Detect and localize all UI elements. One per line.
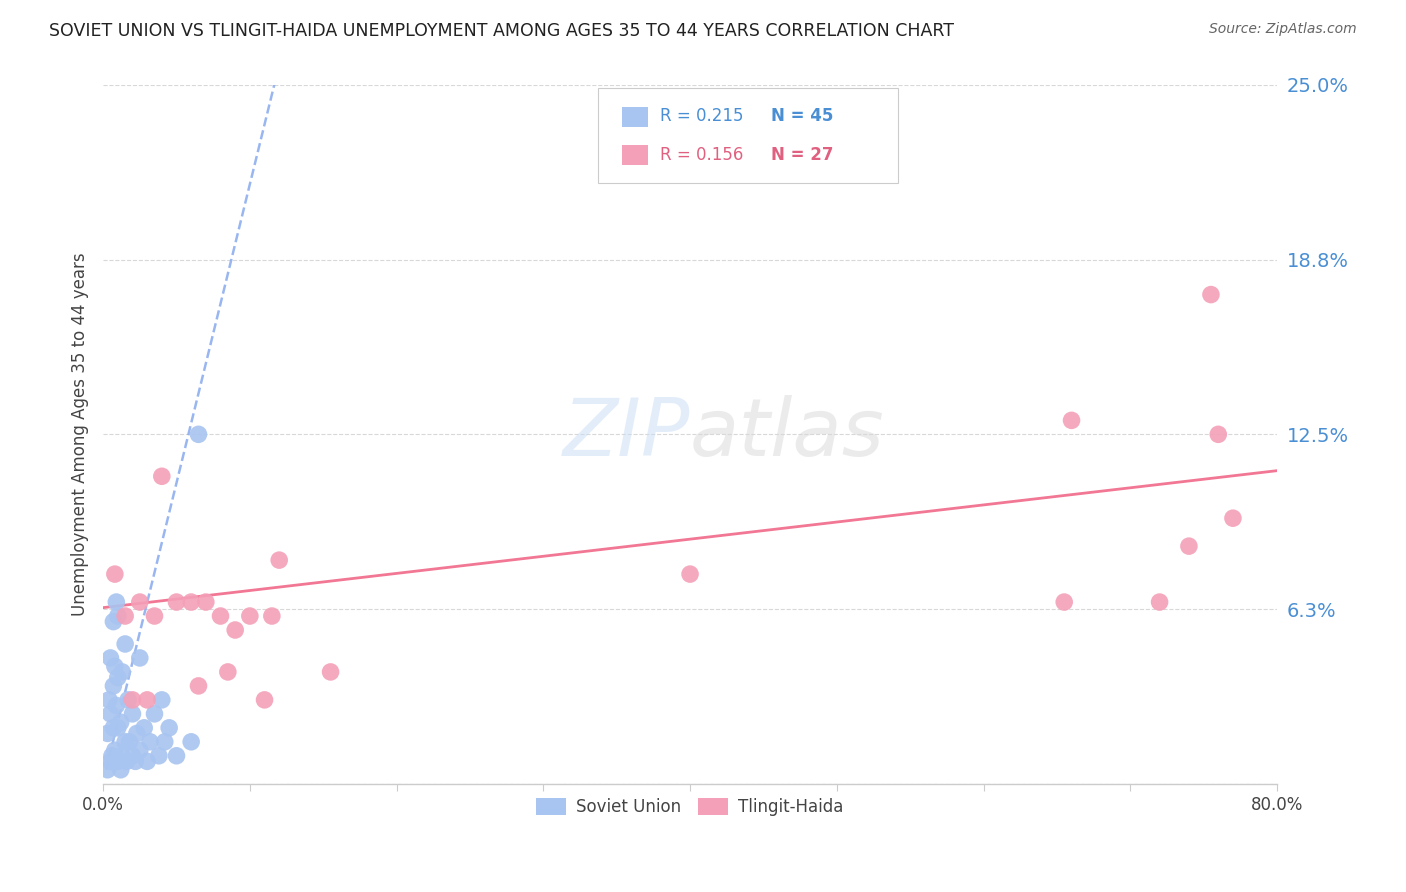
Bar	[621, 107, 648, 127]
Point	[111, 748, 134, 763]
Point	[128, 595, 150, 609]
Point	[100, 706, 122, 721]
Y-axis label: Unemployment Among Ages 35 to 44 years: Unemployment Among Ages 35 to 44 years	[72, 252, 89, 616]
Point	[100, 651, 122, 665]
Point	[103, 721, 125, 735]
Point	[100, 755, 122, 769]
Point	[103, 615, 125, 629]
Point	[111, 665, 134, 679]
Point	[166, 748, 188, 763]
Text: R = 0.156: R = 0.156	[659, 145, 742, 164]
Point	[107, 721, 129, 735]
Point	[107, 755, 129, 769]
Text: Source: ZipAtlas.com: Source: ZipAtlas.com	[1209, 22, 1357, 37]
Point	[239, 609, 262, 624]
Point	[105, 755, 128, 769]
Point	[1222, 511, 1244, 525]
Point	[1178, 539, 1201, 553]
Point	[124, 755, 146, 769]
Point	[110, 715, 132, 730]
Point	[253, 693, 276, 707]
Point	[118, 735, 141, 749]
Text: SOVIET UNION VS TLINGIT-HAIDA UNEMPLOYMENT AMONG AGES 35 TO 44 YEARS CORRELATION: SOVIET UNION VS TLINGIT-HAIDA UNEMPLOYME…	[49, 22, 955, 40]
Point	[128, 743, 150, 757]
Text: atlas: atlas	[690, 395, 884, 474]
Point	[115, 755, 138, 769]
Point	[1206, 427, 1229, 442]
Point	[114, 735, 136, 749]
Point	[187, 679, 209, 693]
Point	[128, 651, 150, 665]
Point	[143, 609, 166, 624]
Point	[153, 735, 176, 749]
Legend: Soviet Union, Tlingit-Haida: Soviet Union, Tlingit-Haida	[529, 789, 852, 824]
Point	[105, 595, 128, 609]
Point	[104, 659, 127, 673]
Point	[166, 595, 188, 609]
Point	[121, 748, 143, 763]
Point	[96, 726, 118, 740]
Point	[114, 637, 136, 651]
Point	[117, 693, 139, 707]
Point	[269, 553, 291, 567]
Point	[107, 671, 129, 685]
Point	[134, 721, 156, 735]
Point	[1149, 595, 1171, 609]
Point	[1199, 287, 1222, 301]
Point	[194, 595, 217, 609]
Point	[105, 698, 128, 713]
Point	[209, 609, 232, 624]
Point	[101, 748, 124, 763]
Bar	[621, 145, 648, 165]
Point	[104, 567, 127, 582]
Point	[104, 743, 127, 757]
Point	[121, 693, 143, 707]
Point	[125, 726, 148, 740]
Point	[136, 693, 159, 707]
Point	[114, 609, 136, 624]
Point	[143, 706, 166, 721]
Text: ZIP: ZIP	[562, 395, 690, 474]
Point	[180, 735, 202, 749]
Point	[96, 763, 118, 777]
Point	[217, 665, 239, 679]
Text: N = 27: N = 27	[770, 145, 834, 164]
Point	[1060, 413, 1083, 427]
Point	[1053, 595, 1076, 609]
Point	[139, 735, 162, 749]
Point	[148, 748, 170, 763]
Point	[260, 609, 283, 624]
Text: N = 45: N = 45	[770, 107, 834, 126]
Point	[98, 693, 121, 707]
Point	[224, 623, 246, 637]
Point	[319, 665, 342, 679]
Point	[103, 679, 125, 693]
Point	[187, 427, 209, 442]
Point	[180, 595, 202, 609]
Point	[110, 763, 132, 777]
Point	[121, 706, 143, 721]
Point	[679, 567, 702, 582]
Point	[157, 721, 180, 735]
Text: R = 0.215: R = 0.215	[659, 107, 742, 126]
Point	[136, 755, 159, 769]
FancyBboxPatch shape	[599, 88, 898, 183]
Point	[107, 609, 129, 624]
Point	[150, 693, 173, 707]
Point	[150, 469, 173, 483]
